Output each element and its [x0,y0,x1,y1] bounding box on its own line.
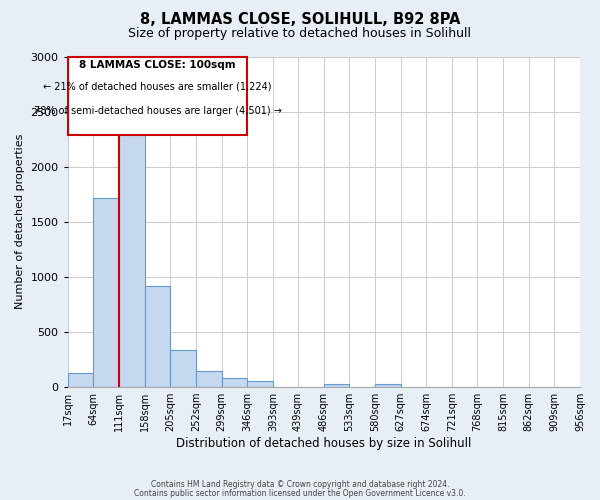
Text: ← 21% of detached houses are smaller (1,224): ← 21% of detached houses are smaller (1,… [43,82,272,92]
Text: Contains public sector information licensed under the Open Government Licence v3: Contains public sector information licen… [134,488,466,498]
Text: 78% of semi-detached houses are larger (4,501) →: 78% of semi-detached houses are larger (… [34,106,281,116]
Bar [196,370,221,387]
Text: 8, LAMMAS CLOSE, SOLIHULL, B92 8PA: 8, LAMMAS CLOSE, SOLIHULL, B92 8PA [140,12,460,28]
Bar [323,384,349,387]
Y-axis label: Number of detached properties: Number of detached properties [15,134,25,310]
Bar [375,384,401,387]
Bar [221,378,247,387]
Bar [170,350,196,387]
Bar [145,286,170,387]
Bar [119,125,145,387]
X-axis label: Distribution of detached houses by size in Solihull: Distribution of detached houses by size … [176,437,472,450]
Text: 8 LAMMAS CLOSE: 100sqm: 8 LAMMAS CLOSE: 100sqm [79,60,236,70]
Bar [68,56,247,134]
Text: Contains HM Land Registry data © Crown copyright and database right 2024.: Contains HM Land Registry data © Crown c… [151,480,449,489]
Bar [247,381,273,387]
Text: Size of property relative to detached houses in Solihull: Size of property relative to detached ho… [128,28,472,40]
Bar [94,198,119,387]
Bar [68,374,94,387]
